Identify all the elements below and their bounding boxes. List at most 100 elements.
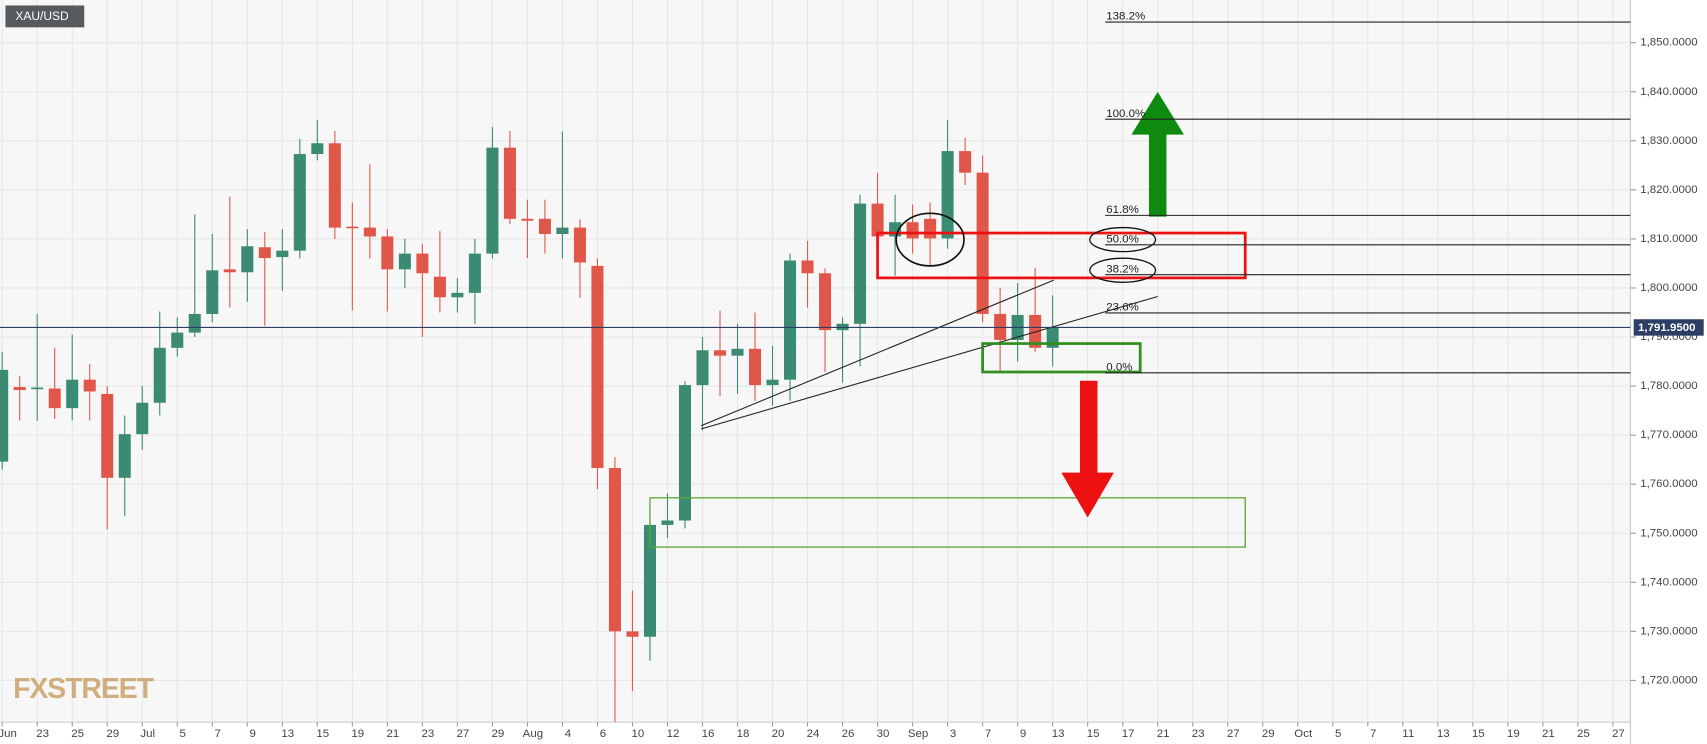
candle-body: [924, 218, 937, 239]
x-tick-label: 29: [106, 728, 119, 740]
resistance-zone: [876, 231, 1247, 280]
y-tick-label: 1,830.0000: [1640, 135, 1697, 147]
x-tick-label: 15: [1472, 728, 1485, 740]
candle-body: [171, 332, 184, 348]
y-tick-label: 1,810.0000: [1640, 233, 1697, 245]
x-tick-label: 17: [1122, 728, 1135, 740]
x-tick-label: Jul: [140, 728, 155, 740]
x-tick-label: 18: [737, 728, 750, 740]
candle-body: [521, 218, 534, 221]
candle-body: [101, 393, 114, 478]
candle-body: [801, 260, 814, 274]
x-tick-label: 3: [950, 728, 956, 740]
x-tick-label: 5: [1335, 728, 1341, 740]
down-arrow: [1061, 380, 1114, 518]
candle-body: [486, 147, 499, 254]
candle-body: [206, 270, 219, 314]
candle-body: [118, 434, 131, 478]
watermark: FXSTREET: [13, 673, 154, 705]
x-tick-label: 19: [1507, 728, 1520, 740]
y-tick-label: 1,800.0000: [1640, 282, 1697, 294]
candle-body: [223, 269, 236, 273]
y-tick-label: 1,770.0000: [1640, 429, 1697, 441]
x-tick-label: 25: [1577, 728, 1590, 740]
grid: [0, 0, 1636, 727]
x-tick-label: Jun: [0, 728, 17, 740]
x-tick-label: 29: [491, 728, 504, 740]
symbol-badge: [5, 5, 85, 28]
y-tick-label: 1,790.0000: [1640, 331, 1697, 343]
candle-body: [608, 468, 621, 632]
candle-body: [591, 265, 604, 469]
candle-body: [713, 350, 727, 356]
labels: 1,720.0000 1,730.0000 1,740.0000 1,750.0000…: [0, 11, 1704, 740]
fib-label: 0.0%: [1106, 361, 1132, 373]
x-tick-label: 11: [1402, 728, 1414, 740]
highlight-ellipse: [1089, 257, 1157, 283]
candle-body: [626, 631, 639, 637]
last-price-badge: [1633, 319, 1704, 336]
x-axis-band: [0, 722, 1707, 744]
candle-body: [328, 143, 341, 228]
candle-body: [784, 260, 797, 380]
trend-line: [701, 279, 1054, 427]
y-tick-label: 1,820.0000: [1640, 184, 1697, 196]
x-tick-label: 27: [456, 728, 469, 740]
x-tick-label: 23: [1192, 728, 1205, 740]
candle-body: [468, 253, 481, 293]
y-tick-label: 1,720.0000: [1640, 674, 1697, 686]
x-tick-label: Sep: [908, 728, 928, 740]
x-tick-label: 25: [71, 728, 84, 740]
candle-body: [819, 273, 832, 331]
x-tick-label: 20: [772, 728, 785, 740]
y-tick-label: 1,740.0000: [1640, 576, 1697, 588]
x-tick-label: 13: [281, 728, 294, 740]
candle-body: [696, 350, 709, 386]
fib-label: 138.2%: [1106, 11, 1145, 23]
x-tick-label: 9: [1020, 728, 1026, 740]
candle-body: [0, 369, 9, 462]
x-tick-label: 7: [985, 728, 991, 740]
candle-body: [678, 385, 692, 521]
x-tick-label: 13: [1437, 728, 1450, 740]
x-tick-label: 12: [667, 728, 680, 740]
y-tick-label: 1,760.0000: [1640, 478, 1697, 490]
candle-body: [871, 203, 884, 237]
fib-label: 38.2%: [1106, 263, 1139, 275]
candle-body: [363, 227, 376, 237]
highlight-ellipse: [1089, 226, 1157, 253]
candle-body: [258, 247, 271, 259]
chart-title: XAU/USD: [15, 9, 69, 23]
candle-body: [556, 227, 569, 235]
fib-label: 50.0%: [1106, 233, 1139, 245]
candle-body: [643, 524, 656, 637]
x-tick-label: 26: [842, 728, 855, 740]
candle-body: [381, 236, 394, 270]
candle-body: [188, 313, 201, 333]
fib-label: 61.8%: [1106, 204, 1139, 216]
candle-body: [854, 203, 867, 324]
candles: [0, 120, 1059, 723]
candle-body: [451, 292, 464, 298]
x-tick-label: 15: [1087, 728, 1100, 740]
last-price-label: 1,791.9500: [1638, 322, 1695, 334]
x-tick-label: 7: [1370, 728, 1376, 740]
candle-body: [503, 147, 516, 219]
fib-label: 23.6%: [1106, 302, 1139, 314]
candle-body: [153, 347, 166, 403]
y-tick-label: 1,850.0000: [1640, 37, 1697, 49]
candle-body: [573, 227, 586, 263]
x-tick-label: 21: [1542, 728, 1555, 740]
x-tick-label: Aug: [523, 728, 543, 740]
candle-body: [136, 402, 149, 435]
candle-body: [276, 250, 289, 258]
candle-body: [416, 253, 429, 274]
target-zone: [649, 497, 1246, 548]
candle-body: [941, 151, 954, 239]
x-tick-label: 23: [421, 728, 434, 740]
trend-line: [701, 295, 1158, 430]
candle-body: [959, 151, 972, 173]
candle-body: [661, 520, 674, 525]
